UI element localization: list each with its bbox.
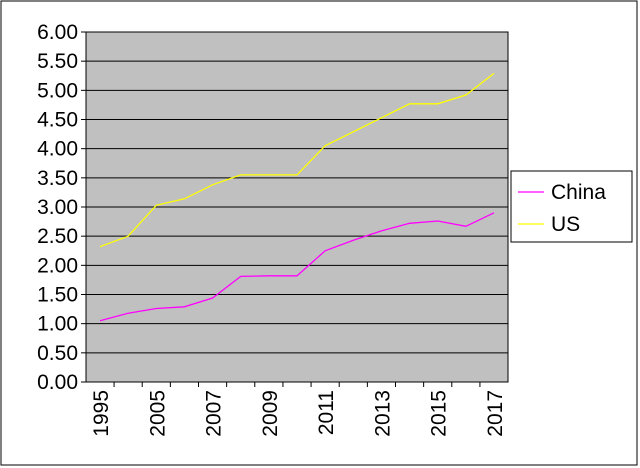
series-line-china <box>99 212 495 322</box>
y-tick-label: 4.00 <box>37 138 78 161</box>
y-tick-label: 3.50 <box>37 167 78 190</box>
y-tick-label: 2.50 <box>37 225 78 248</box>
gridlines <box>86 60 508 354</box>
x-axis: 1995 2005 2007 2009 2011 2013 2015 2017 <box>90 382 507 437</box>
y-tick-label: 0.50 <box>37 342 78 365</box>
legend-label-china: China <box>551 181 606 204</box>
x-tick-label: 2007 <box>203 390 226 437</box>
x-tick-label: 2017 <box>484 390 507 437</box>
legend: China US <box>510 170 633 243</box>
y-tick-label: 6.00 <box>37 21 78 44</box>
y-tick-label: 5.00 <box>37 79 78 102</box>
series-lines <box>99 72 495 322</box>
y-axis: 0.00 0.50 1.00 1.50 2.00 2.50 3.00 3.50 4.00 4.50… <box>37 21 86 394</box>
y-tick-label: 0.00 <box>37 371 78 394</box>
x-tick-label: 1995 <box>90 390 113 437</box>
x-tick-label: 2009 <box>259 390 282 437</box>
y-tick-label: 5.50 <box>37 50 78 73</box>
y-tick-label: 4.50 <box>37 109 78 132</box>
x-tick-label: 2013 <box>371 390 394 437</box>
y-tick-label: 2.00 <box>37 254 78 277</box>
legend-label-us: US <box>551 213 580 236</box>
y-tick-label: 1.50 <box>37 284 78 307</box>
legend-box <box>510 170 633 243</box>
x-tick-label: 2015 <box>428 390 451 437</box>
y-tick-label: 3.00 <box>37 196 78 219</box>
y-tick-label: 1.00 <box>37 313 78 336</box>
x-tick-label: 2011 <box>315 390 338 435</box>
x-tick-label: 2005 <box>146 390 169 437</box>
series-line-us <box>99 72 495 248</box>
